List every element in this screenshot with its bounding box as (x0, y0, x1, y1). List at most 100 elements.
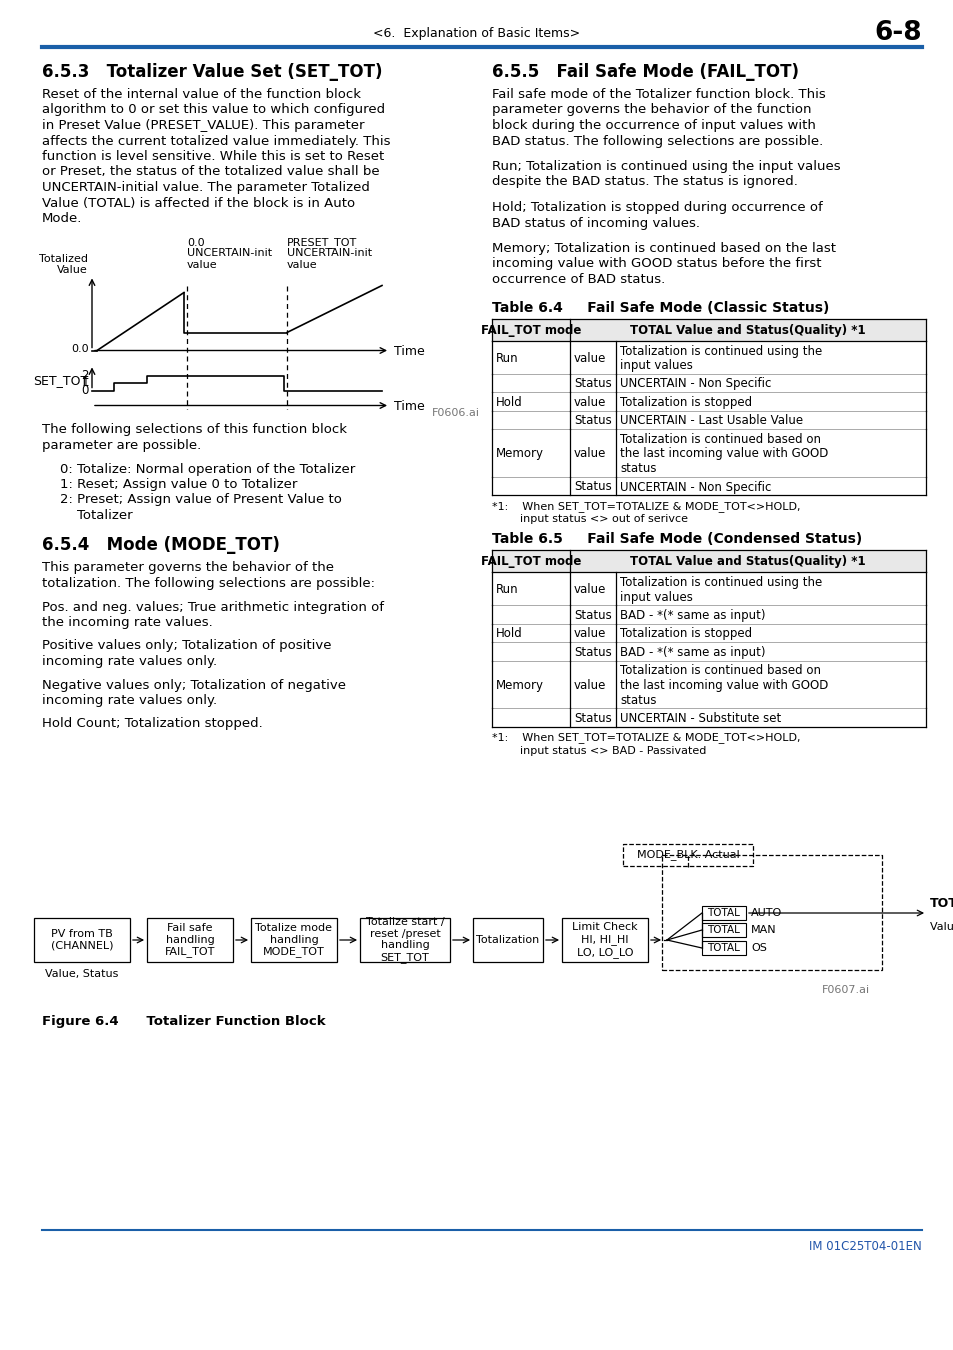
Text: 6.5.3   Totalizer Value Set (SET_TOT): 6.5.3 Totalizer Value Set (SET_TOT) (42, 63, 382, 81)
Text: Hold: Hold (496, 628, 522, 640)
Text: Memory; Totalization is continued based on the last: Memory; Totalization is continued based … (492, 242, 835, 255)
Bar (492, 374, 925, 392)
Text: This parameter governs the behavior of the: This parameter governs the behavior of t… (42, 562, 334, 575)
Text: parameter are possible.: parameter are possible. (42, 439, 201, 452)
Text: Status: Status (574, 414, 611, 427)
Text: value: value (574, 396, 606, 409)
Text: Time: Time (394, 400, 424, 413)
Bar (492, 707, 925, 726)
Text: UNCERTAIN - Substitute set: UNCERTAIN - Substitute set (619, 711, 781, 725)
Text: TOTAL: TOTAL (707, 944, 740, 953)
Bar (492, 340, 925, 374)
Bar (492, 572, 925, 605)
Bar (492, 392, 925, 410)
Bar (492, 549, 925, 572)
Text: UNCERTAIN-init: UNCERTAIN-init (187, 248, 272, 258)
Bar (34, 918, 130, 963)
Text: status: status (619, 462, 656, 475)
Text: BAD status. The following selections are possible.: BAD status. The following selections are… (492, 135, 822, 147)
Text: 1: Reset; Assign value 0 to Totalizer: 1: Reset; Assign value 0 to Totalizer (60, 478, 297, 491)
Bar (492, 643, 925, 660)
Text: Totalization is continued using the: Totalization is continued using the (619, 344, 821, 358)
Text: Status: Status (574, 645, 611, 659)
Text: value: value (287, 259, 317, 270)
Text: input status <> BAD - Passivated: input status <> BAD - Passivated (492, 745, 705, 756)
Text: algorithm to 0 or set this value to which configured: algorithm to 0 or set this value to whic… (42, 104, 385, 116)
Text: value: value (574, 447, 606, 460)
Text: value: value (574, 679, 606, 691)
Text: 6-8: 6-8 (874, 20, 921, 46)
Text: F0607.ai: F0607.ai (821, 986, 869, 995)
Bar (622, 844, 752, 865)
Bar (701, 923, 745, 937)
Text: TOTAL: TOTAL (707, 925, 740, 936)
Text: UNCERTAIN-init: UNCERTAIN-init (287, 248, 372, 258)
Text: UNCERTAIN-initial value. The parameter Totalized: UNCERTAIN-initial value. The parameter T… (42, 181, 370, 194)
Text: input status <> out of serivce: input status <> out of serivce (492, 514, 687, 524)
Text: 1: 1 (81, 377, 89, 390)
Text: Memory: Memory (496, 447, 543, 460)
Text: 6.5.4   Mode (MODE_TOT): 6.5.4 Mode (MODE_TOT) (42, 536, 279, 555)
Text: Hold Count; Totalization stopped.: Hold Count; Totalization stopped. (42, 717, 262, 730)
Text: Value, Status: Value, Status (45, 969, 118, 979)
Text: 2: Preset; Assign value of Present Value to: 2: Preset; Assign value of Present Value… (60, 494, 341, 506)
Text: Status: Status (574, 711, 611, 725)
Bar (492, 624, 925, 643)
Text: incoming rate values only.: incoming rate values only. (42, 694, 217, 707)
Bar (359, 918, 450, 963)
Text: in Preset Value (PRESET_VALUE). This parameter: in Preset Value (PRESET_VALUE). This par… (42, 119, 364, 132)
Text: 0.0: 0.0 (71, 344, 89, 355)
Text: 2: 2 (81, 369, 89, 382)
Text: Status: Status (574, 481, 611, 493)
Text: Mode.: Mode. (42, 212, 82, 225)
Text: Status: Status (574, 377, 611, 390)
Text: Value (TOTAL) is affected if the block is in Auto: Value (TOTAL) is affected if the block i… (42, 197, 355, 209)
Bar (492, 429, 925, 477)
Text: Hold: Hold (496, 396, 522, 409)
Text: Totalization is stopped: Totalization is stopped (619, 396, 751, 409)
Text: Pos. and neg. values; True arithmetic integration of: Pos. and neg. values; True arithmetic in… (42, 601, 384, 613)
Text: AUTO: AUTO (750, 909, 781, 918)
Text: Table 6.5     Fail Safe Mode (Condensed Status): Table 6.5 Fail Safe Mode (Condensed Stat… (492, 532, 862, 545)
Bar (561, 918, 647, 963)
Text: Negative values only; Totalization of negative: Negative values only; Totalization of ne… (42, 679, 346, 691)
Text: Totalization is stopped: Totalization is stopped (619, 628, 751, 640)
Text: MAN: MAN (750, 925, 776, 936)
Text: FAIL_TOT mode: FAIL_TOT mode (480, 324, 580, 338)
Text: Totalize mode
handling
MODE_TOT: Totalize mode handling MODE_TOT (255, 923, 333, 957)
Text: the incoming rate values.: the incoming rate values. (42, 616, 213, 629)
Text: The following selections of this function block: The following selections of this functio… (42, 424, 347, 436)
Text: Run: Run (496, 351, 518, 364)
Text: Limit Check
HI, HI_HI
LO, LO_LO: Limit Check HI, HI_HI LO, LO_LO (572, 922, 638, 957)
Text: 0.0: 0.0 (187, 238, 204, 247)
Text: status: status (619, 694, 656, 706)
Bar (701, 941, 745, 954)
Text: Fail safe
handling
FAIL_TOT: Fail safe handling FAIL_TOT (165, 923, 215, 957)
Text: Totalization is continued using the: Totalization is continued using the (619, 576, 821, 589)
Bar (492, 660, 925, 707)
Text: F0606.ai: F0606.ai (432, 409, 479, 418)
Text: Figure 6.4      Totalizer Function Block: Figure 6.4 Totalizer Function Block (42, 1015, 325, 1027)
Text: Totalized
Value: Totalized Value (39, 254, 88, 275)
Text: value: value (187, 259, 217, 270)
Text: PRESET_TOT: PRESET_TOT (287, 238, 356, 248)
Text: OS: OS (750, 944, 766, 953)
Text: block during the occurrence of input values with: block during the occurrence of input val… (492, 119, 815, 132)
Text: value: value (574, 351, 606, 364)
Bar (492, 477, 925, 495)
Text: value: value (574, 628, 606, 640)
Text: *1:    When SET_TOT=TOTALIZE & MODE_TOT<>HOLD,: *1: When SET_TOT=TOTALIZE & MODE_TOT<>HO… (492, 501, 800, 512)
Text: input values: input values (619, 359, 692, 373)
Text: parameter governs the behavior of the function: parameter governs the behavior of the fu… (492, 104, 811, 116)
Bar (492, 605, 925, 624)
Bar (147, 918, 233, 963)
Text: Hold; Totalization is stopped during occurrence of: Hold; Totalization is stopped during occ… (492, 201, 821, 215)
Text: Time: Time (394, 346, 424, 358)
Text: Value, Status: Value, Status (929, 922, 953, 931)
Text: Fail safe mode of the Totalizer function block. This: Fail safe mode of the Totalizer function… (492, 88, 825, 101)
Text: TOTAL: TOTAL (929, 896, 953, 910)
Text: MODE_BLK. Actual: MODE_BLK. Actual (636, 849, 739, 860)
Text: input values: input values (619, 590, 692, 603)
Bar (661, 855, 882, 971)
Text: BAD status of incoming values.: BAD status of incoming values. (492, 216, 700, 230)
